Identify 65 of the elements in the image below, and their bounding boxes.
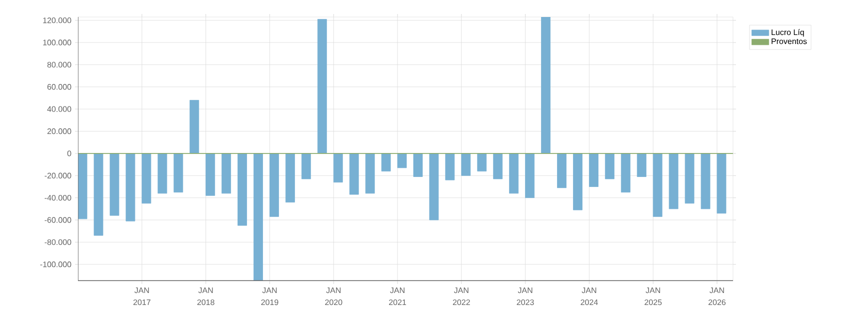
bar	[349, 153, 359, 195]
bar	[254, 153, 263, 281]
bar	[126, 153, 136, 222]
bar	[270, 153, 279, 217]
bar	[525, 153, 535, 198]
x-tick-label: JAN 2019	[261, 288, 278, 306]
bar	[620, 153, 630, 192]
bar	[158, 153, 168, 194]
bar	[652, 153, 662, 217]
y-tick-label: 80.000	[47, 62, 72, 68]
y-tick-label: 100.000	[43, 40, 72, 46]
bar	[461, 153, 471, 176]
bar	[365, 153, 375, 194]
x-tick-label: JAN 2023	[516, 288, 534, 306]
bar	[509, 153, 519, 194]
x-tick-label: JAN 2021	[389, 288, 406, 306]
bar	[174, 153, 184, 192]
y-tick-label: 60.000	[47, 84, 72, 90]
bar	[445, 153, 455, 180]
bar	[317, 19, 327, 154]
bar	[429, 153, 439, 220]
bar	[604, 153, 614, 180]
y-tick-label: -60.000	[44, 217, 72, 223]
bar	[397, 153, 407, 168]
bar	[78, 153, 88, 220]
bar	[333, 153, 343, 182]
x-tick-label: JAN 2018	[197, 288, 214, 306]
bar	[668, 153, 678, 210]
bar	[381, 153, 391, 172]
bar	[222, 153, 231, 194]
bar	[493, 153, 503, 180]
x-tick-label: JAN 2025	[644, 288, 662, 306]
y-tick-label: 40.000	[47, 106, 72, 112]
bar	[716, 153, 726, 214]
bar	[541, 16, 550, 154]
bar	[238, 153, 247, 226]
bar	[557, 153, 566, 188]
bar	[110, 153, 120, 216]
bar	[94, 153, 104, 236]
y-tick-label: -40.000	[44, 194, 72, 201]
x-tick-label: JAN 2017	[133, 288, 150, 306]
x-tick-label: JAN 2024	[580, 288, 598, 306]
legend-label: Proventos	[772, 38, 807, 44]
bar	[477, 153, 487, 172]
y-tick-label: -20.000	[44, 172, 72, 178]
x-tick-label: JAN 2026	[708, 288, 726, 306]
y-tick-label: -100.000	[40, 262, 72, 268]
bar	[573, 153, 582, 210]
bar	[190, 100, 200, 154]
y-tick-label: 20.000	[47, 128, 72, 134]
bar	[700, 153, 710, 210]
bar	[206, 153, 216, 196]
legend-label: Lucro Líq	[772, 29, 804, 37]
bar	[684, 153, 694, 204]
y-tick-label: 0	[67, 150, 72, 156]
bar	[301, 153, 311, 180]
bar	[285, 153, 295, 202]
bar	[142, 153, 152, 204]
bar	[589, 153, 598, 187]
x-tick-label: JAN 2020	[325, 288, 342, 306]
bar	[636, 153, 646, 177]
y-tick-label: 120.000	[43, 17, 72, 24]
bar	[413, 153, 423, 177]
x-tick-label: JAN 2022	[452, 288, 470, 306]
y-tick-label: -80.000	[44, 239, 72, 245]
